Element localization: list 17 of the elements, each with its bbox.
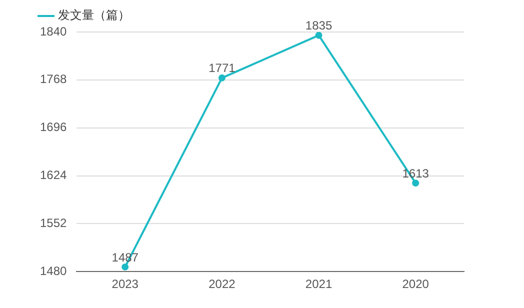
- x-tick-label: 2021: [305, 277, 332, 292]
- point: [315, 32, 322, 39]
- y-tick-label: 1552: [40, 216, 68, 230]
- data-label: 1835: [305, 18, 332, 33]
- point: [218, 74, 226, 82]
- point: [412, 180, 420, 187]
- x-tick-label: 2023: [112, 277, 139, 292]
- y-tick-label: 1840: [40, 24, 68, 38]
- data-label: 1771: [208, 61, 236, 76]
- legend-label: 发文量（篇）: [58, 8, 130, 22]
- x-tick-label: 2022: [208, 277, 236, 292]
- y-tick-label: 1696: [40, 120, 68, 134]
- y-tick-label: 1480: [40, 264, 68, 278]
- x-tick-label: 2020: [402, 277, 430, 292]
- point: [122, 263, 129, 270]
- y-tick-label: 1768: [40, 72, 68, 86]
- y-tick-label: 1624: [40, 168, 68, 182]
